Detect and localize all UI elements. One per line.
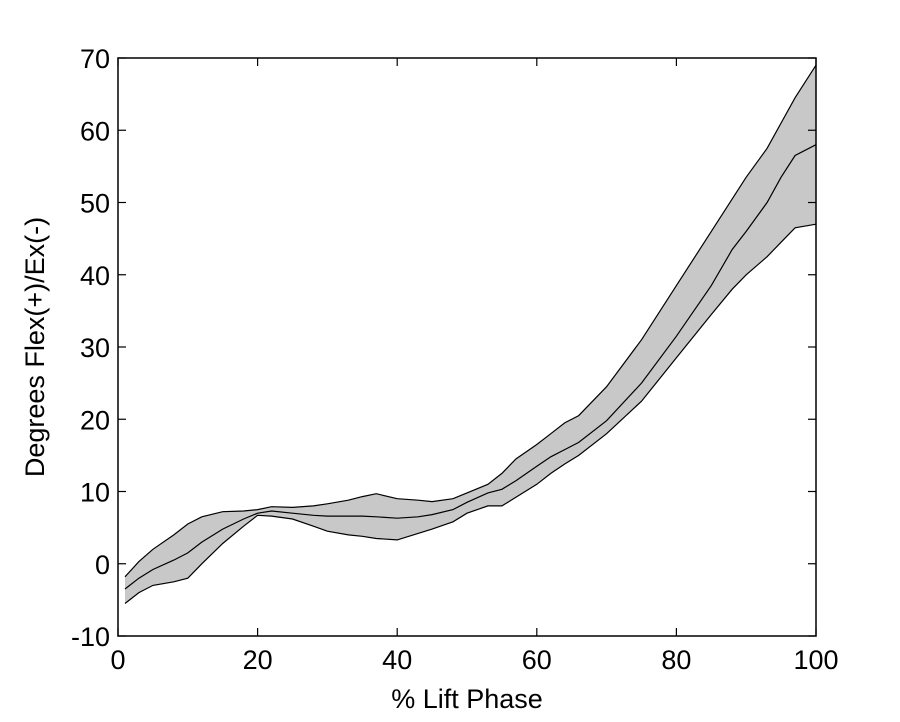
x-tick-label: 20: [243, 645, 273, 675]
y-tick-label: 10: [80, 478, 110, 508]
x-tick-label: 100: [793, 645, 838, 675]
x-tick-label: 40: [382, 645, 412, 675]
x-tick-label: 0: [110, 645, 125, 675]
y-tick-label: 70: [80, 44, 110, 74]
y-axis-label: Degrees Flex(+)/Ex(-): [20, 217, 50, 477]
lower-bound-line: [124, 223, 817, 604]
plot-area: [118, 58, 816, 636]
y-tick-label: 50: [80, 189, 110, 219]
y-tick-label: 0: [95, 550, 110, 580]
line-layer: [124, 64, 817, 604]
y-ticks: -10 0 10 20 30 40 50 60 70: [71, 44, 816, 652]
upper-bound-line: [124, 64, 817, 578]
x-ticks: 0 20 40 60 80 100: [110, 58, 839, 675]
y-tick-label: 20: [80, 405, 110, 435]
y-tick-label: -10: [71, 622, 110, 652]
x-tick-label: 60: [522, 645, 552, 675]
mean-line: [124, 144, 817, 590]
x-axis-label: % Lift Phase: [391, 684, 543, 714]
y-tick-label: 60: [80, 116, 110, 146]
y-tick-label: 40: [80, 261, 110, 291]
x-tick-label: 80: [661, 645, 691, 675]
y-tick-label: 30: [80, 333, 110, 363]
